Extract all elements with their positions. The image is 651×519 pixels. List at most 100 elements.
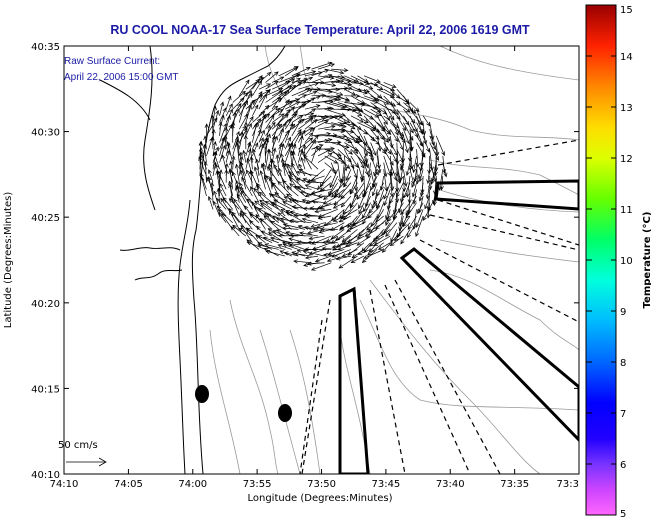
current-vector — [277, 243, 292, 250]
current-vector — [420, 175, 425, 195]
current-vector — [371, 182, 378, 197]
current-vector — [212, 140, 217, 156]
y-axis-label: Latitude (Degrees:Minutes) — [3, 192, 14, 329]
current-vector — [288, 242, 312, 247]
current-vector — [321, 246, 338, 251]
current-vector — [425, 182, 431, 200]
current-vector — [278, 101, 293, 110]
current-vector — [225, 142, 231, 157]
current-vector — [265, 124, 272, 143]
current-vector — [248, 220, 260, 230]
current-vector — [198, 140, 203, 156]
current-vector — [384, 202, 391, 220]
current-vector — [265, 250, 286, 257]
y-tick-label: 40:10 — [31, 470, 60, 481]
current-vector — [265, 175, 279, 190]
current-vector — [293, 259, 312, 264]
site-marker-2 — [278, 404, 292, 422]
sampling-lines — [299, 139, 579, 474]
current-vector — [252, 122, 258, 143]
current-vector — [252, 104, 259, 117]
x-tick-label: 73:55 — [243, 479, 272, 490]
current-vector — [318, 75, 335, 80]
current-vector — [306, 261, 325, 266]
current-vector — [257, 243, 279, 250]
current-vector — [291, 80, 307, 90]
x-tick-label: 73:40 — [436, 479, 465, 490]
current-vector — [225, 149, 231, 163]
current-vector — [258, 191, 273, 203]
current-vector — [324, 102, 346, 110]
current-vector — [212, 105, 217, 123]
current-vector — [263, 215, 279, 230]
colorbar-tick-label: 6 — [620, 460, 626, 471]
current-vector — [331, 249, 352, 258]
colorbar: 5 6 7 8 9 10 11 12 13 14 15 Temperature (°C) — [585, 4, 651, 519]
current-vector — [278, 127, 285, 143]
colorbar-tick-label: 7 — [620, 409, 626, 420]
colorbar-label: Temperature (°C) — [642, 212, 651, 309]
current-vector — [271, 123, 283, 137]
transect-line — [394, 279, 501, 474]
current-vector — [386, 195, 391, 211]
colorbar-tick-label: 9 — [620, 307, 626, 318]
current-vector — [307, 169, 325, 184]
current-vector — [347, 229, 365, 244]
y-tick-label: 40:25 — [31, 213, 60, 224]
current-vector — [389, 115, 399, 136]
current-vector — [389, 155, 394, 177]
current-vector — [265, 97, 283, 110]
current-vector — [350, 255, 365, 263]
current-vector — [251, 148, 260, 170]
current-vector — [323, 215, 338, 227]
current-vector — [317, 124, 336, 130]
colorbar-tick-label: 11 — [620, 205, 633, 216]
current-vector — [357, 155, 365, 169]
current-vector — [350, 142, 358, 155]
current-vector — [328, 175, 339, 197]
current-vector — [368, 202, 378, 214]
current-vector — [322, 240, 338, 245]
transect-line — [437, 199, 579, 246]
current-vector — [354, 169, 359, 192]
current-vector — [245, 90, 252, 103]
current-vector — [230, 225, 240, 237]
current-vector — [344, 75, 360, 83]
current-vector — [349, 189, 358, 209]
current-vector — [363, 88, 380, 102]
current-vector — [198, 147, 203, 170]
current-vector — [271, 135, 278, 150]
x-tick-label: 74:05 — [114, 479, 143, 490]
current-vector — [207, 195, 214, 210]
current-vector — [317, 152, 333, 163]
current-vector — [398, 215, 404, 232]
transect-line — [301, 299, 331, 474]
current-vector — [283, 251, 299, 257]
current-vector — [238, 79, 250, 97]
current-vector — [267, 163, 273, 183]
current-vector — [375, 195, 385, 209]
current-vector — [323, 253, 338, 258]
current-vector — [403, 122, 414, 141]
current-vector — [319, 182, 332, 192]
current-vector — [399, 189, 404, 204]
chart-title: RU COOL NOAA-17 Sea Surface Temperature:… — [110, 23, 530, 37]
current-vector — [308, 249, 325, 256]
current-vector — [390, 229, 398, 243]
current-vector — [389, 189, 398, 204]
current-vector — [403, 102, 417, 114]
scale-arrow: 50 cm/s — [58, 440, 107, 467]
current-vector — [363, 102, 382, 113]
current-vector — [265, 105, 279, 117]
current-vector — [370, 102, 388, 115]
current-vector — [389, 175, 394, 198]
current-vector — [352, 209, 365, 226]
current-vector — [350, 149, 366, 165]
x-axis-label: Longitude (Degrees:Minutes) — [247, 493, 392, 504]
map-layer — [99, 46, 579, 474]
current-vector — [242, 149, 247, 163]
current-vector — [398, 195, 404, 214]
current-vector — [396, 108, 410, 126]
current-vector — [349, 175, 358, 194]
